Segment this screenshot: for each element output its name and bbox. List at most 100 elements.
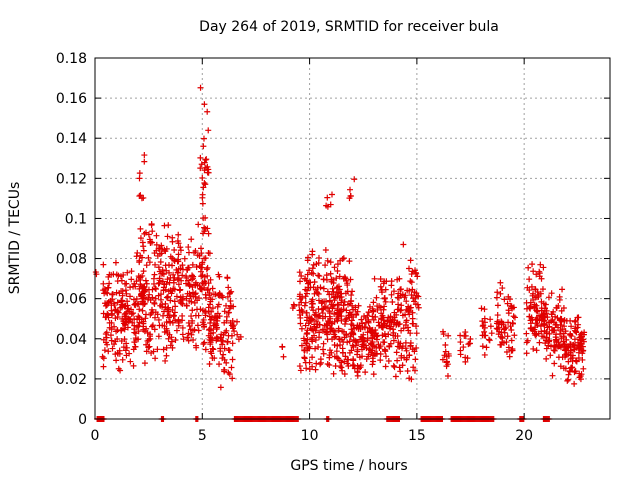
data-point [149,228,156,235]
data-point [567,331,574,338]
data-point [193,263,200,270]
data-point [130,362,137,369]
data-point [376,303,383,310]
data-point [405,265,412,272]
data-point [113,357,120,364]
data-point [136,306,143,313]
data-point [214,303,221,310]
plot-frame [94,57,611,420]
data-point [355,302,362,309]
data-point [549,372,556,379]
data-point [306,359,313,366]
data-point [342,353,349,360]
data-point [511,332,518,339]
data-point [542,301,549,308]
data-point [442,341,449,348]
data-point [543,345,550,352]
data-point [332,362,339,369]
data-point [217,345,224,352]
data-point [479,343,486,350]
data-point [336,336,343,343]
data-point [189,317,196,324]
data-point [528,314,535,321]
data-point [409,268,416,275]
data-point [501,296,508,303]
data-point [143,348,150,355]
data-point [304,271,311,278]
data-point [296,307,303,314]
data-point [127,358,134,365]
data-point [553,343,560,350]
data-point [163,352,170,359]
data-point [320,350,327,357]
data-point [229,340,236,347]
data-point [152,295,159,302]
data-point [334,342,341,349]
data-point [205,127,212,134]
data-point [192,282,199,289]
data-point [166,279,173,286]
data-point [369,307,376,314]
data-point [536,339,543,346]
data-point [136,193,143,200]
data-point [202,346,209,353]
data-point [223,302,230,309]
data-point [387,323,394,330]
x-tick-label: 15 [408,428,426,444]
data-point [508,337,515,344]
data-point [202,156,209,163]
data-point [183,273,190,280]
data-point [143,262,150,269]
data-point [153,232,160,239]
data-point [174,276,181,283]
data-point [563,317,570,324]
data-point [193,344,200,351]
data-point [354,308,361,315]
data-point [331,310,338,317]
data-point [341,358,348,365]
data-point [338,306,345,313]
data-point [308,326,315,333]
data-point [161,308,168,315]
data-point [227,319,234,326]
data-point [147,238,154,245]
data-point [386,317,393,324]
data-point [163,344,170,351]
data-point [132,335,139,342]
data-point [140,243,147,250]
data-point [200,341,207,348]
data-point [578,371,585,378]
data-point [444,373,451,380]
data-point [136,170,143,177]
data-point [372,313,379,320]
data-point [169,307,176,314]
data-point [151,271,158,278]
data-point [303,331,310,338]
data-point [536,268,543,275]
data-point [337,341,344,348]
x-tick-label: 20 [515,428,533,444]
data-point [127,284,134,291]
data-point [300,335,307,342]
data-point [168,338,175,345]
data-point [163,319,170,326]
data-point [331,264,338,271]
data-point [299,294,306,301]
data-point [170,313,177,320]
data-point [571,327,578,334]
data-point [497,290,504,297]
data-point [555,354,562,361]
data-point [503,339,510,346]
data-point [223,317,230,324]
data-point [230,303,237,310]
data-point [306,366,313,373]
data-point [155,264,162,271]
data-point [204,225,211,232]
y-tick-label: 0.08 [56,252,87,268]
data-point [494,318,501,325]
data-point [229,356,236,363]
data-point [346,258,353,265]
data-point [543,330,550,337]
data-point [508,347,515,354]
data-point [115,365,122,372]
